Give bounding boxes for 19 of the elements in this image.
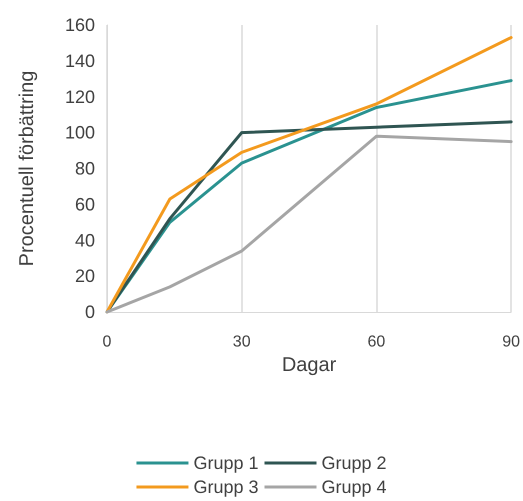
x-tick-label: 30 (232, 334, 251, 350)
y-tick-label: 160 (64, 15, 95, 35)
y-tick-label: 140 (64, 50, 95, 71)
legend-label: Grupp 1 (193, 453, 259, 473)
y-tick-label: 40 (74, 230, 95, 250)
legend-label: Grupp 2 (322, 453, 387, 473)
x-tick-label: 90 (502, 334, 520, 350)
y-tick-label: 20 (74, 266, 95, 286)
legend-label: Grupp 4 (322, 477, 387, 497)
legend-label: Grupp 3 (193, 477, 259, 497)
y-tick-label: 80 (74, 158, 95, 178)
y-axis-title: Procentuell förbättring (16, 70, 38, 266)
x-tick-label: 0 (102, 334, 112, 350)
y-tick-label: 100 (64, 122, 95, 143)
y-tick-label: 120 (64, 86, 95, 107)
y-tick-label: 0 (84, 302, 95, 322)
x-axis-title: Dagar (282, 354, 337, 376)
y-tick-label: 60 (74, 194, 95, 214)
x-tick-label: 60 (368, 334, 386, 350)
